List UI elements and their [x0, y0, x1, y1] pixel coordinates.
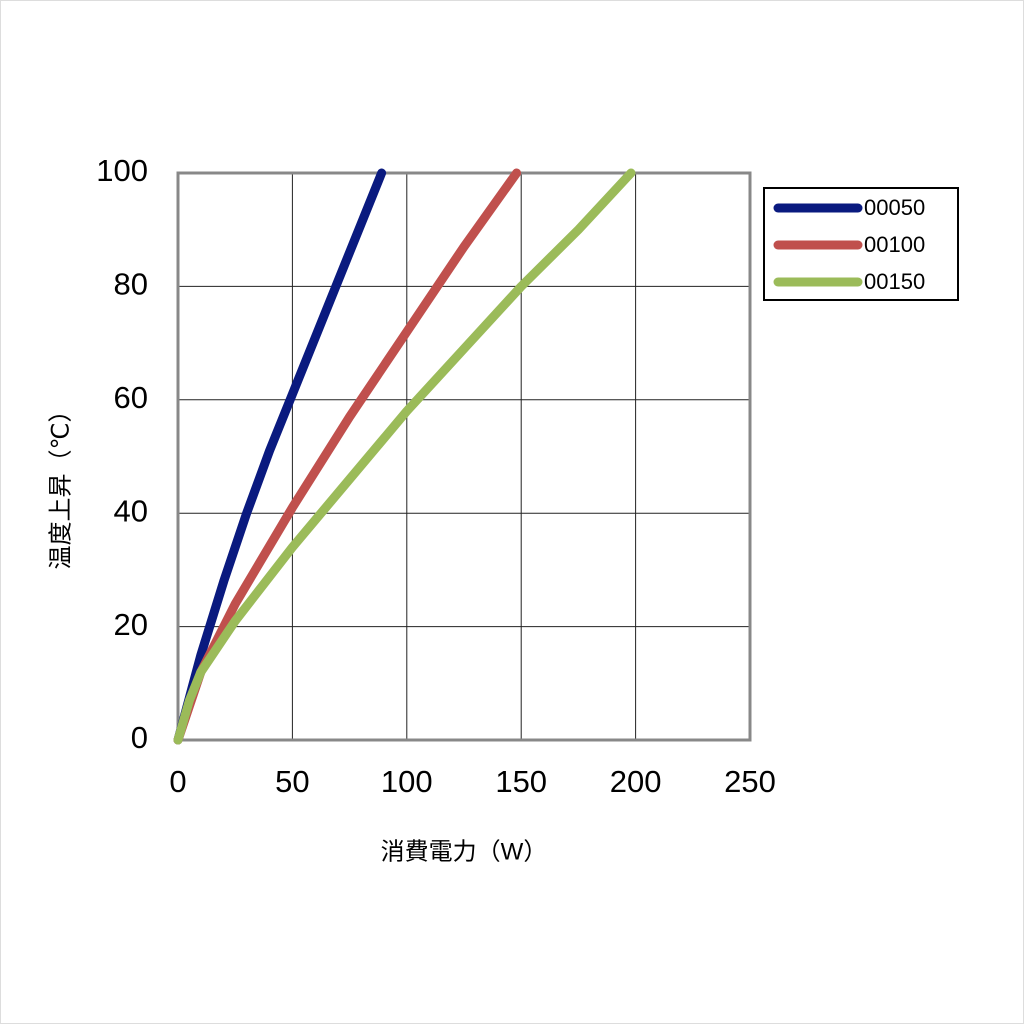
y-tick-label: 0: [131, 720, 148, 755]
y-tick-label: 80: [114, 267, 148, 302]
x-tick-label: 100: [381, 764, 433, 799]
y-axis-label: 温度上昇（℃）: [47, 399, 74, 570]
series-line: [173, 168, 636, 745]
legend-label: 00050: [864, 195, 925, 220]
series-line: [173, 168, 387, 745]
plot-area: [178, 173, 750, 740]
x-axis-label: 消費電力（W）: [381, 838, 548, 865]
y-tick-label: 40: [114, 493, 148, 528]
y-tick-label: 100: [96, 153, 148, 188]
legend-label: 00100: [864, 232, 925, 257]
y-tick-label: 20: [114, 607, 148, 642]
plot-border: [176, 171, 752, 742]
x-tick-label: 150: [495, 764, 547, 799]
legend-label: 00150: [864, 269, 925, 294]
x-tick-label: 200: [610, 764, 662, 799]
x-tick-label: 250: [724, 764, 776, 799]
x-tick-label: 0: [169, 764, 186, 799]
y-tick-label: 60: [114, 380, 148, 415]
x-tick-label: 50: [275, 764, 309, 799]
